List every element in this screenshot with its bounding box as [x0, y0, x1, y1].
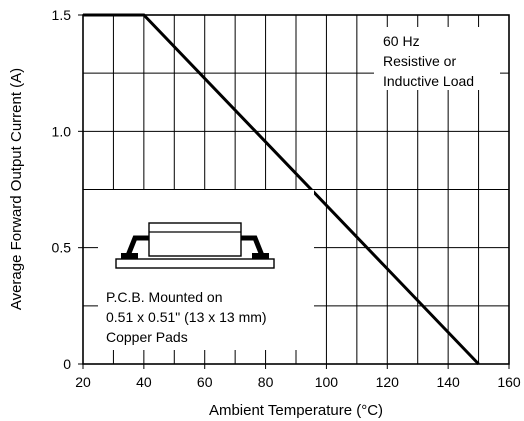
load-note-line-1: 60 Hz: [383, 33, 420, 49]
x-tick-label: 40: [136, 374, 152, 390]
load-note-box: 60 Hz Resistive or Inductive Load: [374, 27, 500, 90]
x-tick-label: 140: [436, 374, 460, 390]
mount-note-line-2: 0.51 x 0.51" (13 x 13 mm): [106, 309, 267, 325]
plot-frame: [82, 14, 510, 365]
y-tick-label: 1.5: [52, 7, 72, 23]
x-tick-label: 60: [197, 374, 213, 390]
y-tick-label: 1.0: [52, 123, 72, 139]
y-tick-label: 0: [63, 356, 71, 372]
x-tick-label: 100: [315, 374, 339, 390]
x-tick-label: 80: [258, 374, 274, 390]
y-axis-title: Average Forward Output Current (A): [8, 68, 25, 310]
mount-note-line-1: P.C.B. Mounted on: [106, 289, 222, 305]
mount-note-line-3: Copper Pads: [106, 329, 188, 345]
load-note-line-2: Resistive or: [383, 53, 456, 69]
y-tick-label: 0.5: [52, 240, 72, 256]
x-axis-title: Ambient Temperature (°C): [209, 402, 383, 419]
smd-package-on-pcb-icon: [115, 222, 275, 269]
x-tick-label: 20: [75, 374, 91, 390]
load-note-line-3: Inductive Load: [383, 73, 474, 89]
x-tick-label: 160: [497, 374, 521, 390]
y-tick-labels: 0 0.5 1.0 1.5: [52, 7, 83, 372]
x-tick-labels: 20 40 60 80 100 120 140 160: [75, 364, 521, 390]
x-tick-label: 120: [376, 374, 400, 390]
mount-note-box: P.C.B. Mounted on 0.51 x 0.51" (13 x 13 …: [98, 190, 314, 350]
